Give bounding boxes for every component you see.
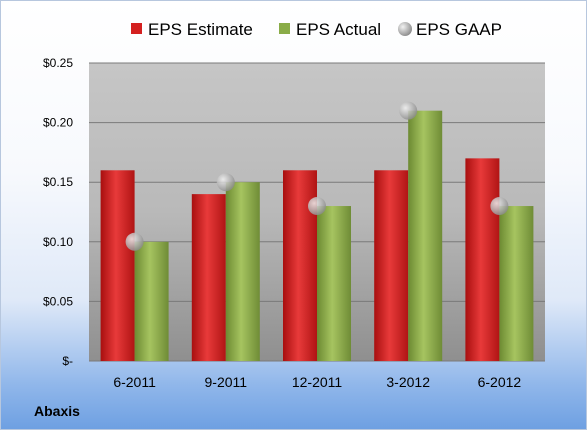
eps-actual-bar <box>225 182 260 361</box>
legend-item-eps-actual: EPS Actual <box>279 20 381 39</box>
legend-swatch <box>279 23 290 34</box>
eps-gaap-point <box>216 173 235 192</box>
y-tick-label: $0.05 <box>43 294 73 308</box>
legend-label: EPS GAAP <box>416 20 502 39</box>
eps-estimate-bar <box>465 158 500 361</box>
x-tick-label: 9-2011 <box>205 374 248 390</box>
eps-estimate-bar <box>100 170 135 361</box>
legend-swatch <box>131 23 142 34</box>
legend-item-eps-estimate: EPS Estimate <box>131 20 253 39</box>
x-tick-label: 6-2011 <box>113 374 156 390</box>
eps-gaap-point <box>490 197 509 216</box>
y-tick-label: $0.15 <box>43 175 73 189</box>
eps-actual-bar <box>134 241 169 361</box>
x-tick-label: 6-2012 <box>478 374 522 390</box>
legend-item-eps-gaap: EPS GAAP <box>398 20 502 39</box>
eps-estimate-bar <box>374 170 409 361</box>
legend-label: EPS Estimate <box>148 20 253 39</box>
eps-actual-bar <box>499 206 534 361</box>
legend: EPS Estimate EPS Actual EPS GAAP <box>131 20 502 39</box>
x-tick-label: 3-2012 <box>386 374 430 390</box>
company-label: Abaxis <box>34 403 80 419</box>
eps-gaap-point <box>125 232 144 251</box>
y-tick-label: $- <box>62 354 73 368</box>
y-tick-label: $0.20 <box>43 116 73 130</box>
legend-swatch <box>398 22 412 36</box>
eps-gaap-point <box>308 197 326 216</box>
legend-label: EPS Actual <box>296 20 381 39</box>
y-tick-label: $0.10 <box>43 235 73 249</box>
eps-gaap-point <box>399 101 418 120</box>
eps-actual-bar <box>317 206 351 361</box>
eps-estimate-bar <box>191 194 226 361</box>
eps-actual-bar <box>408 110 443 362</box>
x-tick-label: 12-2011 <box>292 374 343 390</box>
plot-area: $- $0.05 $0.10 $0.15 $0.20 $0.25 6-2011 9-2011 1… <box>43 56 545 390</box>
y-tick-label: $0.25 <box>43 56 73 70</box>
